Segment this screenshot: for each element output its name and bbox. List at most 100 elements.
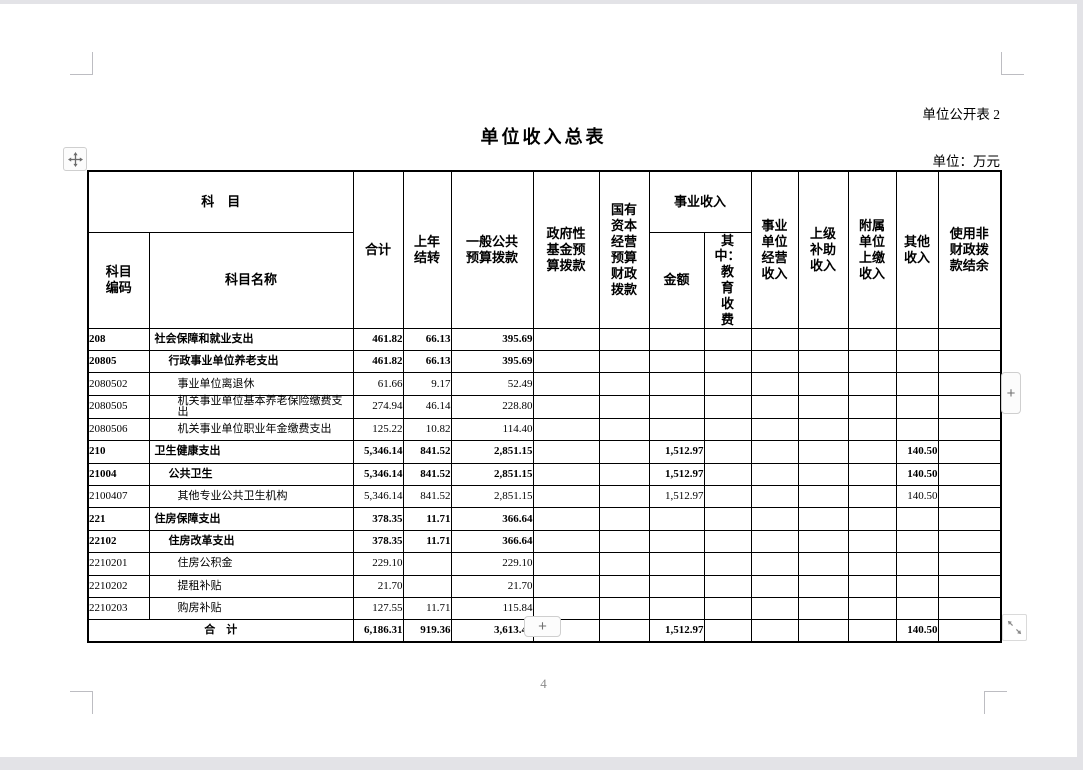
table-move-handle[interactable] [63, 147, 87, 171]
value-cell[interactable] [648, 327, 705, 352]
value-cell[interactable] [847, 440, 897, 464]
subject-code-cell[interactable]: 2100407 [87, 484, 150, 509]
value-cell[interactable] [750, 372, 799, 396]
subject-code-cell[interactable]: 221 [87, 507, 150, 531]
table-resize-handle[interactable] [1002, 614, 1027, 641]
subject-name-cell[interactable]: 公共卫生 [148, 462, 354, 487]
value-cell[interactable] [648, 350, 705, 374]
value-cell[interactable]: 5,346.14 [352, 440, 404, 464]
value-cell[interactable] [532, 552, 600, 576]
value-cell[interactable] [895, 417, 939, 442]
value-cell[interactable] [895, 529, 939, 554]
subject-code-cell[interactable]: 2080505 [87, 394, 150, 419]
header-general-public-budget[interactable]: 一般公共 预算拨款 [450, 170, 534, 329]
header-business-operating-income[interactable]: 事业 单位 经营 收入 [750, 170, 799, 329]
value-cell[interactable] [797, 574, 849, 598]
value-cell[interactable] [648, 394, 705, 419]
value-cell[interactable] [847, 596, 897, 621]
value-cell[interactable] [750, 327, 799, 352]
value-cell[interactable] [402, 574, 452, 598]
subject-name-cell[interactable]: 其他专业公共卫生机构 [148, 484, 354, 509]
value-cell[interactable] [648, 417, 705, 442]
value-cell[interactable] [847, 507, 897, 531]
value-cell[interactable] [750, 462, 799, 487]
value-cell[interactable] [648, 507, 705, 531]
value-cell[interactable] [937, 417, 1002, 442]
header-non-fiscal-balance[interactable]: 使用非 财政拨 款结余 [937, 170, 1002, 329]
value-cell[interactable]: 841.52 [402, 462, 452, 487]
value-cell[interactable] [750, 552, 799, 576]
value-cell[interactable] [703, 350, 752, 374]
value-cell[interactable]: 11.71 [402, 507, 452, 531]
value-cell[interactable]: 140.50 [895, 619, 939, 643]
insert-row-button-right[interactable]: + [1001, 372, 1021, 414]
value-cell[interactable]: 274.94 [352, 394, 404, 419]
value-cell[interactable] [847, 417, 897, 442]
header-other-income[interactable]: 其他 收入 [895, 170, 939, 329]
value-cell[interactable] [703, 619, 752, 643]
value-cell[interactable] [598, 350, 650, 374]
value-cell[interactable]: 52.49 [450, 372, 534, 396]
value-cell[interactable] [847, 394, 897, 419]
value-cell[interactable]: 11.71 [402, 596, 452, 621]
subject-name-cell[interactable]: 住房改革支出 [148, 529, 354, 554]
value-cell[interactable]: 2,851.15 [450, 484, 534, 509]
value-cell[interactable]: 841.52 [402, 440, 452, 464]
value-cell[interactable] [937, 394, 1002, 419]
value-cell[interactable] [532, 529, 600, 554]
value-cell[interactable] [895, 596, 939, 621]
value-cell[interactable] [598, 440, 650, 464]
value-cell[interactable] [797, 552, 849, 576]
value-cell[interactable] [937, 596, 1002, 621]
value-cell[interactable] [797, 619, 849, 643]
header-gov-fund-budget[interactable]: 政府性 基金预 算拨款 [532, 170, 600, 329]
subject-code-cell[interactable]: 2210201 [87, 552, 150, 576]
value-cell[interactable]: 3,613.48 [450, 619, 534, 643]
value-cell[interactable] [532, 440, 600, 464]
value-cell[interactable]: 61.66 [352, 372, 404, 396]
value-cell[interactable] [598, 327, 650, 352]
value-cell[interactable] [703, 372, 752, 396]
subject-name-cell[interactable]: 住房保障支出 [148, 507, 354, 531]
value-cell[interactable] [598, 372, 650, 396]
value-cell[interactable] [598, 529, 650, 554]
value-cell[interactable]: 66.13 [402, 350, 452, 374]
value-cell[interactable] [750, 484, 799, 509]
value-cell[interactable]: 115.84 [450, 596, 534, 621]
value-cell[interactable] [703, 462, 752, 487]
value-cell[interactable] [847, 484, 897, 509]
value-cell[interactable]: 6,186.31 [352, 619, 404, 643]
value-cell[interactable]: 5,346.14 [352, 462, 404, 487]
value-cell[interactable] [797, 327, 849, 352]
value-cell[interactable] [937, 574, 1002, 598]
value-cell[interactable] [895, 507, 939, 531]
subject-code-cell[interactable]: 20805 [87, 350, 150, 374]
value-cell[interactable] [937, 440, 1002, 464]
header-business-income-amount[interactable]: 金额 [648, 231, 705, 329]
header-business-income-education[interactable]: 其 中： 教 育 收 费 [703, 231, 752, 329]
value-cell[interactable] [532, 462, 600, 487]
value-cell[interactable] [598, 394, 650, 419]
value-cell[interactable] [750, 507, 799, 531]
subject-code-cell[interactable]: 21004 [87, 462, 150, 487]
subject-code-cell[interactable]: 2210203 [87, 596, 150, 621]
value-cell[interactable] [847, 619, 897, 643]
value-cell[interactable] [750, 417, 799, 442]
subject-name-cell[interactable]: 提租补贴 [148, 574, 354, 598]
value-cell[interactable]: 114.40 [450, 417, 534, 442]
value-cell[interactable] [797, 462, 849, 487]
value-cell[interactable]: 140.50 [895, 440, 939, 464]
subject-name-cell[interactable]: 社会保障和就业支出 [148, 327, 354, 352]
value-cell[interactable] [797, 484, 849, 509]
subject-name-cell[interactable]: 购房补贴 [148, 596, 354, 621]
value-cell[interactable] [703, 529, 752, 554]
header-subject[interactable]: 科 目 [87, 170, 354, 233]
value-cell[interactable] [895, 552, 939, 576]
value-cell[interactable] [937, 507, 1002, 531]
value-cell[interactable] [703, 574, 752, 598]
value-cell[interactable] [750, 619, 799, 643]
value-cell[interactable]: 2,851.15 [450, 462, 534, 487]
value-cell[interactable]: 11.71 [402, 529, 452, 554]
value-cell[interactable] [895, 574, 939, 598]
value-cell[interactable] [648, 574, 705, 598]
